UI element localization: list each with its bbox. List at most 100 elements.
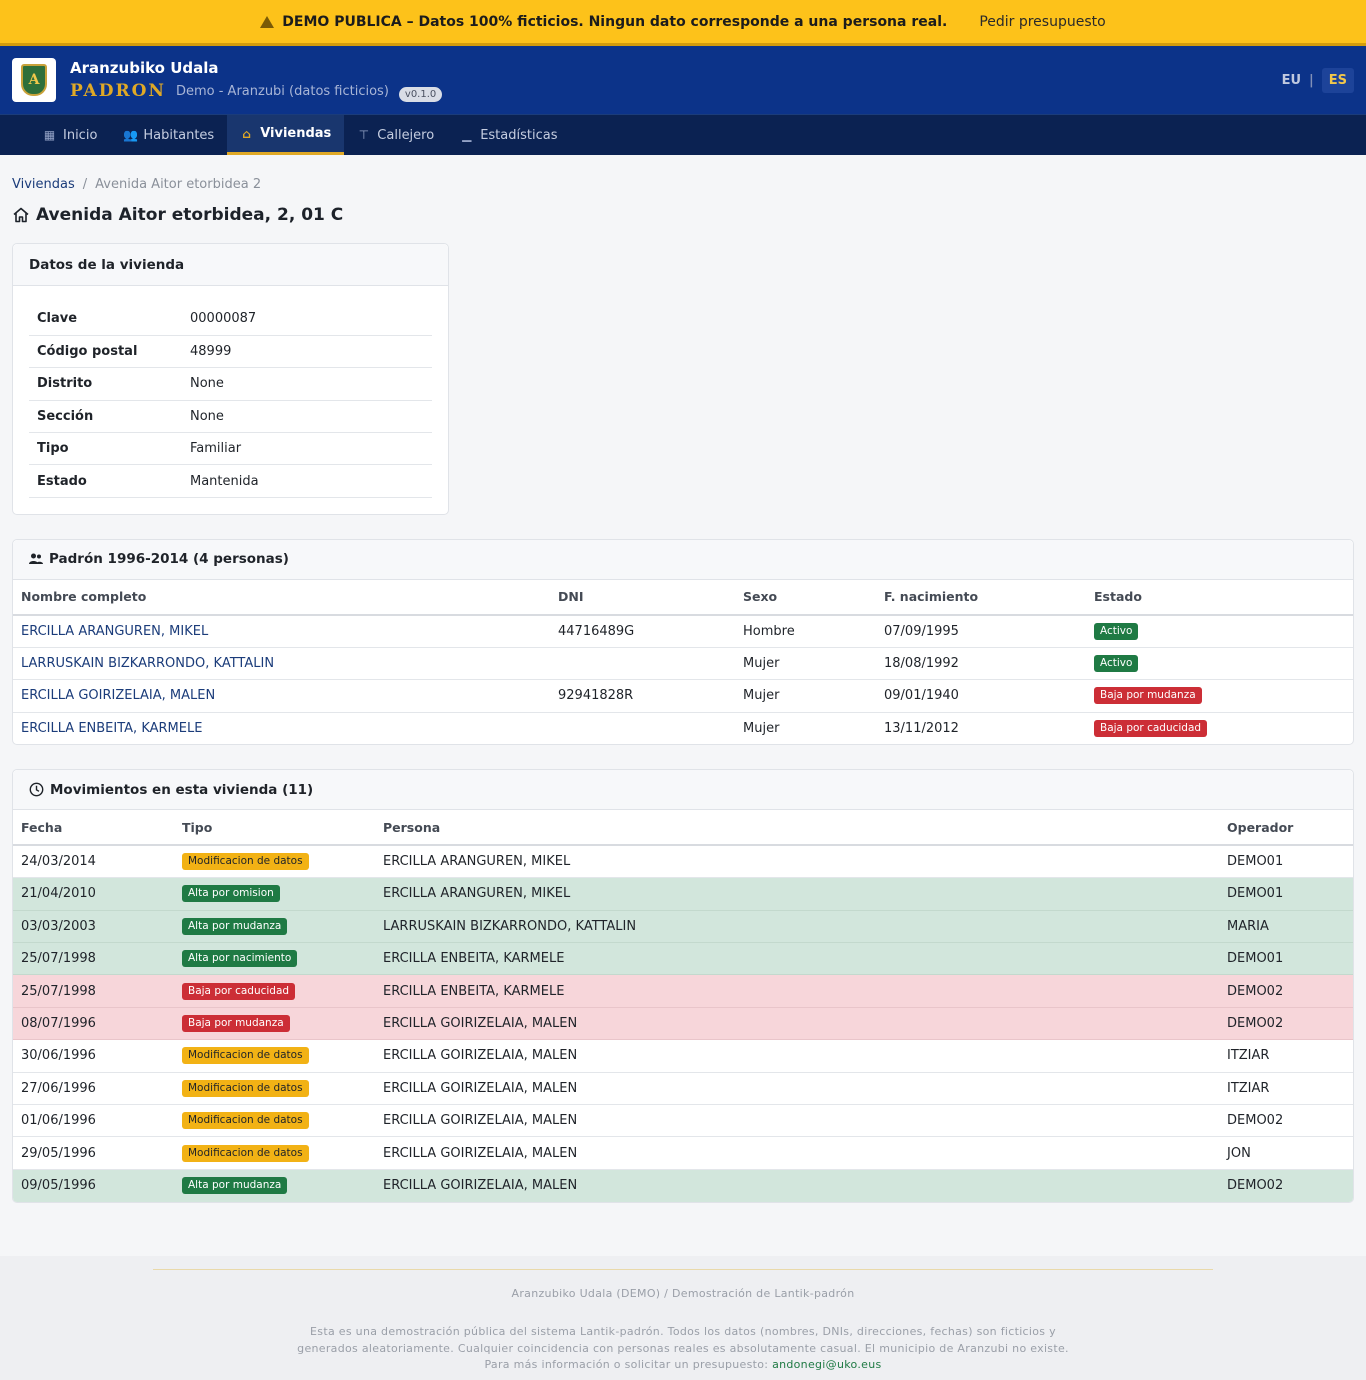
movement-row: 08/07/1996 Baja por mudanza ERCILLA GOIRIZ… [13,1007,1353,1041]
person-dni [550,712,735,744]
lang-eu-button[interactable]: EU [1281,72,1301,88]
footer-credits: Aranzubiko Udala (DEMO) / Demostración d… [511,1287,855,1300]
people-icon: 👥 [123,128,139,142]
header-titles: Aranzubiko Udala PADRON Demo - Aranzubi … [70,59,443,102]
nav-item-habitantes[interactable]: 👥 Habitantes [110,115,227,155]
movement-row: 25/07/1998 Alta por nacimiento ERCILLA ENB… [13,942,1353,976]
info-key: Distrito [29,367,190,401]
movement-row: 21/04/2010 Alta por omision ERCILLA ARANGU… [13,877,1353,911]
movement-person: ERCILLA GOIRIZELAIA, MALEN [375,1169,1219,1202]
breadcrumb-viviendas-link[interactable]: Viviendas [12,177,75,192]
demo-warning: DEMO PUBLICA – Datos 100% ficticios. Nin… [260,14,947,30]
movement-row: 27/06/1996 Modificacion de datos ERCILLA G… [13,1072,1353,1106]
person-name-link[interactable]: ERCILLA GOIRIZELAIA, MALEN [13,679,550,713]
padron-column-header[interactable]: DNI [550,579,735,616]
lang-es-button[interactable]: ES [1321,67,1354,93]
dwelling-info-title: Datos de la vivienda [13,244,448,286]
bar-chart-icon: ▁ [462,128,472,142]
movements-column-header[interactable]: Fecha [13,810,174,847]
nav-item-inicio[interactable]: ▦ Inicio [30,115,110,155]
request-quote-link[interactable]: Pedir presupuesto [979,13,1106,30]
info-row: Estado Mantenida [29,464,432,498]
movement-type-badge: Alta por omision [182,885,280,903]
movement-date: 25/07/1998 [13,942,174,976]
movement-row: 24/03/2014 Modificacion de datos ERCILLA A… [13,845,1353,879]
movement-row: 25/07/1998 Baja por caducidad ERCILLA ENBE… [13,974,1353,1008]
padron-column-header[interactable]: Estado [1086,579,1353,616]
padron-row: LARRUSKAIN BIZKARRONDO, KATTALIN Mujer 18/… [13,647,1353,681]
padron-column-header[interactable]: Sexo [735,579,876,616]
movement-row: 29/05/1996 Modificacion de datos ERCILLA G… [13,1136,1353,1170]
movement-row: 03/03/2003 Alta por mudanza LARRUSKAIN BIZ… [13,910,1353,944]
info-row: Clave 00000087 [29,303,432,336]
person-status-cell: Activo [1086,614,1353,648]
movement-type-badge: Modificacion de datos [182,1079,309,1097]
person-sex: Mujer [735,647,876,681]
movement-operator: DEMO02 [1219,1169,1353,1202]
movement-person: ERCILLA ARANGUREN, MIKEL [375,877,1219,911]
movements-column-header[interactable]: Tipo [174,810,375,847]
movements-table: Fecha Tipo Persona Operador 24/03/2014 Modif… [13,810,1353,1202]
movement-type-cell: Alta por omision [174,877,375,911]
shield-icon: A [21,64,47,96]
padron-card-header: Padrón 1996-2014 (4 personas) [13,539,1353,580]
movements-title: Movimientos en esta vivienda (11) [50,781,314,798]
padron-row: ERCILLA ARANGUREN, MIKEL 44716489G Hombre 0… [13,614,1353,648]
nav-item-viviendas[interactable]: ⌂ Viviendas [227,115,345,155]
movement-date: 25/07/1998 [13,974,174,1008]
nav-item-estadsticas[interactable]: ▁ Estadísticas [447,115,570,155]
person-sex: Mujer [735,679,876,713]
movements-card: Movimientos en esta vivienda (11) Fecha T… [12,769,1354,1203]
padron-column-header[interactable]: F. nacimiento [876,579,1086,616]
movement-operator: JON [1219,1136,1353,1170]
movement-operator: DEMO01 [1219,877,1353,911]
version-badge: v0.1.0 [398,86,443,102]
movement-row: 30/06/1996 Modificacion de datos ERCILLA G… [13,1039,1353,1073]
movement-type-cell: Modificacion de datos [174,1104,375,1138]
app-name: PADRON [70,81,166,101]
padron-row: ERCILLA GOIRIZELAIA, MALEN 92941828R Mujer… [13,679,1353,713]
movement-date: 24/03/2014 [13,845,174,879]
person-name-link[interactable]: LARRUSKAIN BIZKARRONDO, KATTALIN [13,647,550,681]
movement-type-cell: Modificacion de datos [174,845,375,879]
nav-item-callejero[interactable]: ⊤ Callejero [344,115,447,155]
movement-person: ERCILLA GOIRIZELAIA, MALEN [375,1104,1219,1138]
info-key: Sección [29,400,190,434]
movement-type-cell: Modificacion de datos [174,1072,375,1106]
movement-type-badge: Baja por caducidad [182,982,296,1000]
movement-date: 29/05/1996 [13,1136,174,1170]
movement-operator: DEMO01 [1219,845,1353,879]
movement-type-badge: Modificacion de datos [182,1112,309,1130]
movement-date: 09/05/1996 [13,1169,174,1202]
movements-card-header: Movimientos en esta vivienda (11) [13,770,1353,811]
municipal-logo[interactable]: A [12,58,56,102]
movement-row: 09/05/1996 Alta por mudanza ERCILLA GOIRIZ… [13,1169,1353,1202]
info-row: Distrito None [29,367,432,401]
movement-operator: ITZIAR [1219,1072,1353,1106]
footer-email-link[interactable]: andonegi@uko.eus [772,1358,882,1371]
person-status-cell: Baja por mudanza [1086,679,1353,713]
movement-operator: MARIA [1219,910,1353,944]
footer-contact: Para más información o solicitar un pres… [0,1357,1366,1374]
status-badge: Baja por caducidad [1094,719,1208,737]
dwelling-info-table: Clave 00000087 Código postal 48999 Distrito N… [29,303,432,498]
page-title: Avenida Aitor etorbidea, 2, 01 C [12,205,1354,225]
person-name-link[interactable]: ERCILLA ARANGUREN, MIKEL [13,614,550,648]
movement-type-cell: Alta por nacimiento [174,942,375,976]
breadcrumb-current: Avenida Aitor etorbidea 2 [95,177,262,192]
padron-table: Nombre completo DNI Sexo F. nacimiento Estad… [13,579,1353,745]
info-value: 48999 [190,335,432,369]
info-value: None [190,400,432,434]
movements-column-header[interactable]: Persona [375,810,1219,847]
person-name-link[interactable]: ERCILLA ENBEITA, KARMELE [21,720,203,736]
house-icon: ⌂ [242,126,251,141]
grid-icon: ▦ [43,128,56,142]
main-nav: ▦ Inicio 👥 Habitantes ⌂ Viviendas ⊤ Callejero ▁ E… [0,114,1366,155]
padron-column-header[interactable]: Nombre completo [13,579,550,616]
movement-type-badge: Alta por nacimiento [182,950,298,968]
movement-date: 08/07/1996 [13,1007,174,1041]
movement-type-badge: Modificacion de datos [182,1047,309,1065]
info-key: Clave [29,303,190,336]
movements-column-header[interactable]: Operador [1219,810,1353,847]
person-dni [550,647,735,681]
